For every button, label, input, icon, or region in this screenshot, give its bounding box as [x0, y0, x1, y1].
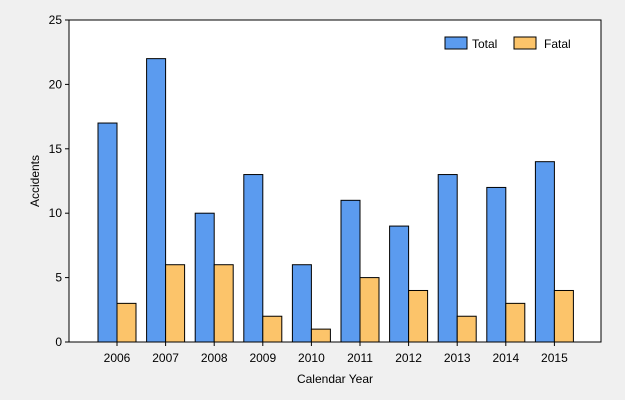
y-tick-label: 5: [55, 271, 62, 285]
y-tick-label: 20: [49, 77, 63, 91]
bar-fatal-2010: [310, 328, 331, 343]
bar-fatal-2013: [456, 315, 477, 343]
y-tick-label: 15: [49, 142, 63, 156]
x-tick-label: 2011: [347, 351, 373, 365]
x-axis-label: Calendar Year: [297, 372, 373, 386]
y-axis-ticks: 0 5 10 15 20 25: [49, 13, 69, 349]
legend: Total Fatal: [444, 36, 571, 51]
legend-label-total: Total: [472, 37, 497, 51]
bar-total-2011: [340, 199, 361, 343]
bar-fatal-2015: [553, 289, 574, 343]
x-tick-label: 2008: [201, 351, 228, 365]
bar-total-2010: [291, 264, 312, 343]
x-tick-label: 2014: [492, 351, 519, 365]
x-tick-label: 2012: [395, 351, 422, 365]
bar-total-2008: [194, 212, 215, 343]
bar-total-2006: [97, 122, 118, 343]
bar-fatal-2009: [262, 315, 283, 343]
x-tick-label: 2007: [152, 351, 179, 365]
y-tick-label: 25: [49, 13, 63, 27]
bar-fatal-2007: [165, 264, 186, 343]
x-tick-label: 2010: [298, 351, 325, 365]
bars-group: [97, 58, 574, 343]
y-tick-label: 10: [49, 206, 63, 220]
x-tick-label: 2015: [541, 351, 568, 365]
bar-fatal-2012: [408, 289, 429, 343]
bar-total-2015: [534, 161, 555, 343]
legend-swatch-total: [444, 36, 468, 50]
bar-total-2013: [437, 174, 458, 343]
x-tick-label: 2006: [104, 351, 131, 365]
bar-total-2009: [243, 174, 264, 343]
y-tick-label: 0: [55, 335, 62, 349]
bar-fatal-2014: [505, 302, 526, 343]
legend-swatch-fatal: [513, 36, 537, 50]
bar-total-2014: [486, 186, 507, 343]
x-tick-label: 2013: [444, 351, 471, 365]
bar-fatal-2011: [359, 277, 380, 343]
bar-fatal-2008: [213, 264, 234, 343]
bar-total-2012: [389, 225, 410, 343]
x-axis-ticks: 2006 2007 2008 2009 2010 2011 2012 2013 2014 2015: [104, 342, 568, 365]
y-axis-label: Accidents: [28, 155, 42, 207]
legend-label-fatal: Fatal: [544, 37, 571, 51]
x-tick-label: 2009: [249, 351, 276, 365]
bar-fatal-2006: [116, 302, 137, 343]
bar-total-2007: [146, 58, 167, 343]
